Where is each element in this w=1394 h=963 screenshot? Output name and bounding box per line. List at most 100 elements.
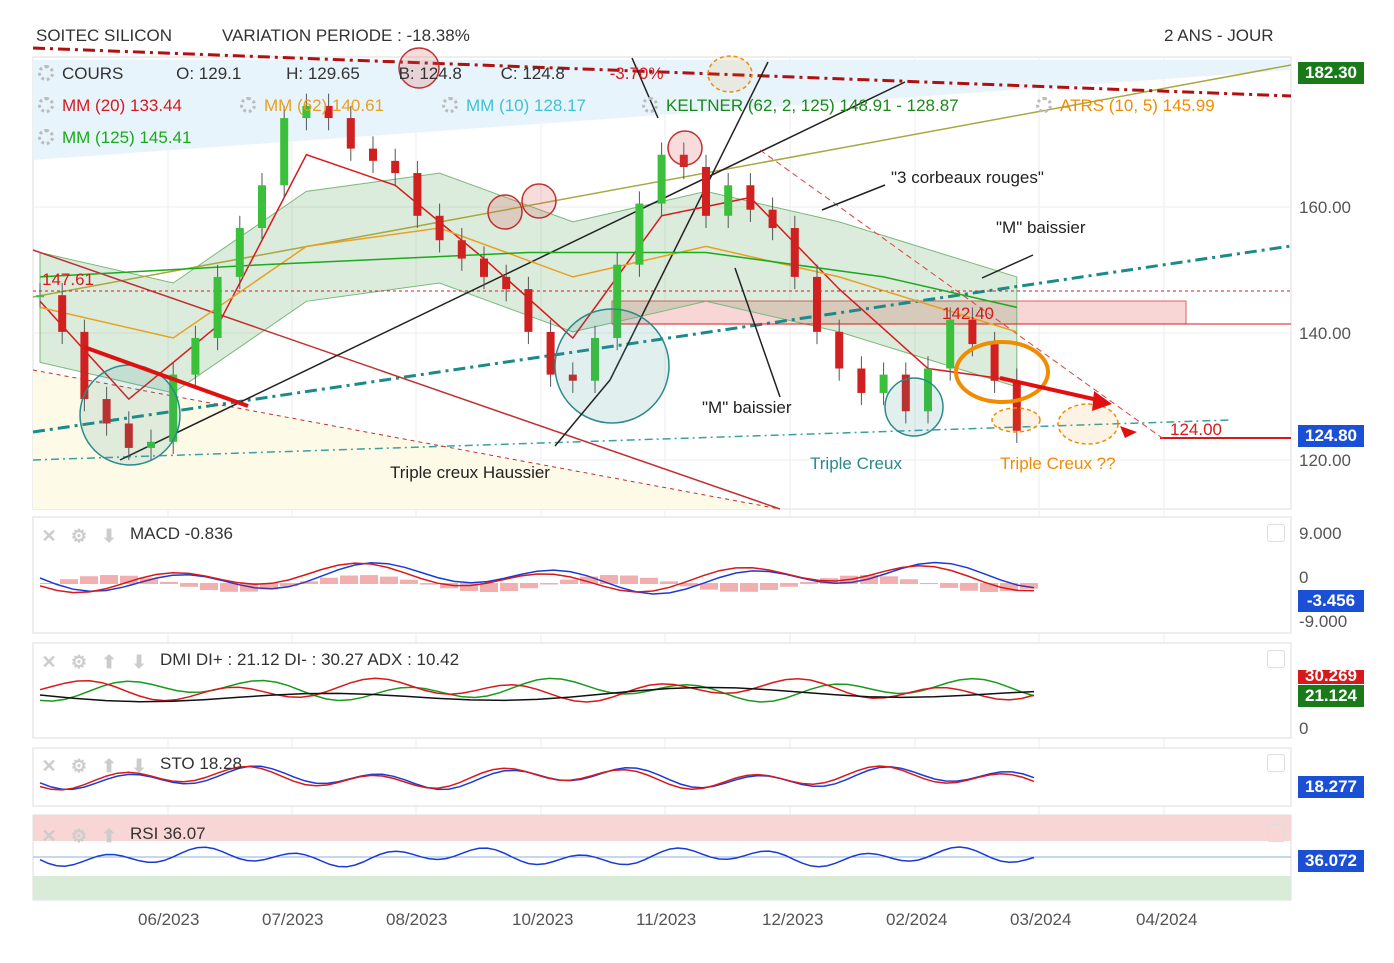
close-icon[interactable]: ✕ <box>41 652 57 672</box>
gear-icon[interactable] <box>442 97 458 113</box>
legend-mm20: MM (20) 133.44 <box>38 96 182 116</box>
candle-body <box>702 166 710 216</box>
macd-histogram-bar <box>60 579 78 584</box>
candle-body <box>990 344 999 381</box>
pattern-circle <box>884 377 944 437</box>
trend-line <box>609 61 769 381</box>
candle-body <box>546 331 555 375</box>
macd-histogram-bar <box>280 583 298 587</box>
channel-line <box>32 369 781 510</box>
macd-checkbox[interactable] <box>1267 524 1285 542</box>
macd-histogram-bar <box>200 583 218 591</box>
macd-histogram-bar <box>960 583 978 591</box>
gear-icon[interactable] <box>38 97 54 113</box>
candle-body <box>258 185 266 229</box>
macd-histogram-bar <box>380 576 398 584</box>
macd-histogram-bar <box>480 583 498 592</box>
candle-body <box>524 289 533 332</box>
candle-body <box>302 105 311 119</box>
period-selector[interactable]: 2 ANS - JOUR <box>1164 26 1274 45</box>
candle-body <box>213 276 222 338</box>
macd-histogram-bar <box>560 579 578 584</box>
sto-checkbox[interactable] <box>1267 754 1285 772</box>
annotation-triple-creux-haussier: Triple creux Haussier <box>390 463 550 482</box>
macd-axis-bottom: -9.000 <box>1299 612 1348 631</box>
dmi-axis-zero: 0 <box>1299 719 1309 738</box>
macd-histogram-bar <box>240 583 258 592</box>
y-tick-label: 120.00 <box>1299 451 1351 470</box>
candle-body <box>480 258 488 277</box>
gear-icon[interactable]: ⚙ <box>70 526 88 546</box>
arrow-down-icon[interactable]: ⬇ <box>131 652 147 672</box>
arrow-up-icon[interactable]: ⬆ <box>101 756 117 776</box>
candle-body <box>502 276 511 290</box>
candle-body <box>879 374 888 393</box>
candle-body <box>724 185 733 216</box>
macd-histogram-bar <box>420 583 438 585</box>
arrow-down-icon[interactable]: ⬇ <box>101 526 117 546</box>
macd-title: ✕ ⚙ ⬇ MACD -0.836 <box>40 524 233 545</box>
candle-body <box>36 295 44 298</box>
mm62-label: MM (62) 140.61 <box>264 96 384 115</box>
macd-histogram-bar <box>680 583 698 587</box>
dmi-panel <box>32 642 1292 739</box>
period-variation: VARIATION PERIODE : -18.38% <box>222 26 470 45</box>
candle-body <box>346 118 355 149</box>
gear-icon[interactable]: ⚙ <box>70 826 88 846</box>
gear-icon[interactable] <box>642 97 658 113</box>
macd-histogram-bar <box>900 579 918 584</box>
gear-icon[interactable] <box>38 129 54 145</box>
close-icon[interactable]: ✕ <box>41 756 57 776</box>
pattern-circle <box>79 364 181 466</box>
rsi-checkbox[interactable] <box>1267 824 1285 842</box>
dmi-name: DMI <box>160 650 192 669</box>
candle-body <box>768 209 777 229</box>
gear-icon[interactable] <box>240 97 256 113</box>
macd-histogram-bar <box>360 575 378 584</box>
x-tick-label: 11/2023 <box>636 910 697 929</box>
candle-body <box>169 374 178 442</box>
arrow-line <box>999 376 1099 402</box>
annotation-triple-creux-q: Triple Creux ?? <box>1000 454 1116 473</box>
sto-d-line <box>39 765 1035 791</box>
candle-body <box>790 228 799 277</box>
pattern-ellipse <box>707 55 753 93</box>
macd-histogram-bar <box>180 583 198 587</box>
gear-icon[interactable]: ⚙ <box>70 652 88 672</box>
x-tick-label: 03/2024 <box>1010 910 1072 929</box>
macd-histogram-bar <box>660 581 678 584</box>
level-124: 124.00 <box>1170 420 1222 439</box>
gear-icon[interactable] <box>1036 97 1052 113</box>
arrow-up-icon[interactable]: ⬆ <box>101 826 117 846</box>
pattern-ellipse <box>1057 403 1119 445</box>
candle-body <box>391 160 400 174</box>
macd-histogram-bar <box>520 583 538 589</box>
mm125-label: MM (125) 145.41 <box>62 128 192 147</box>
macd-axis-top: 9.000 <box>1299 524 1342 543</box>
macd-histogram-bar <box>340 575 358 584</box>
candle-body <box>147 441 155 448</box>
pattern-circle <box>398 47 440 89</box>
gear-icon[interactable]: ⚙ <box>70 756 88 776</box>
arrow-down-icon[interactable]: ⬇ <box>131 756 147 776</box>
cours-close: C: 124.8 <box>500 64 565 83</box>
macd-tag: -3.456 <box>1298 590 1364 612</box>
legend-keltner: KELTNER (62, 2, 125) 148.91 - 128.87 <box>642 96 959 116</box>
legend-mm62: MM (62) 140.61 <box>240 96 384 116</box>
close-icon[interactable]: ✕ <box>41 526 57 546</box>
arrow-up-icon[interactable]: ⬆ <box>101 652 117 672</box>
trend-line <box>119 81 906 461</box>
rsi-tag: 36.072 <box>1298 850 1364 872</box>
dmi-checkbox[interactable] <box>1267 650 1285 668</box>
trend-line <box>32 419 1231 461</box>
dmi-title: ✕ ⚙ ⬆ ⬇ DMI DI+ : 21.12 DI- : 30.27 ADX : 10… <box>40 650 459 671</box>
gear-icon[interactable] <box>38 65 54 81</box>
rsi-line <box>39 846 1035 868</box>
candle-body <box>280 118 289 186</box>
close-icon[interactable]: ✕ <box>41 826 57 846</box>
candle-body <box>901 374 910 412</box>
annotation-corbeaux: "3 corbeaux rouges" <box>891 168 1044 187</box>
candle-body <box>679 154 688 167</box>
